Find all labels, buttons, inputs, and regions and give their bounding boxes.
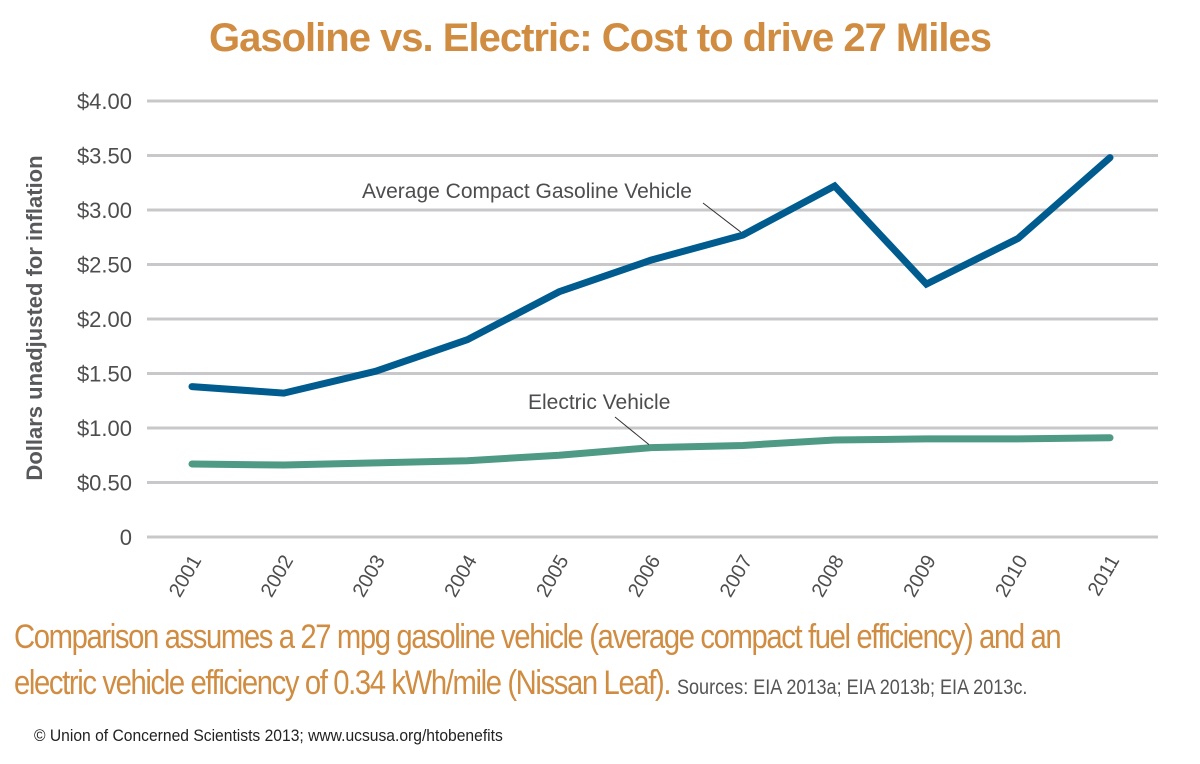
- x-tick-label: 2007: [716, 552, 757, 602]
- gridlines: [147, 99, 1158, 539]
- y-tick-label: $0.50: [77, 471, 132, 496]
- annotations: Average Compact Gasoline Vehicle Electric…: [362, 180, 742, 446]
- footnote-line-2: electric vehicle efficiency of 0.34 kWh/…: [14, 664, 1027, 703]
- x-tick-label: 2001: [165, 552, 206, 602]
- y-tick-label: $2.50: [77, 253, 132, 278]
- y-tick-label: $1.50: [77, 362, 132, 387]
- x-tick-label: 2002: [257, 552, 298, 602]
- footnote-line-1: Comparison assumes a 27 mpg gasoline veh…: [14, 618, 1062, 656]
- x-tick-label: 2006: [624, 552, 665, 602]
- y-tick-label: $4.00: [77, 89, 132, 114]
- x-tick-label: 2008: [808, 552, 849, 602]
- annotation-leader-line: [702, 202, 742, 233]
- x-tick-label: 2010: [991, 552, 1032, 602]
- x-tick-label: 2003: [349, 552, 390, 602]
- footnote-line-2-text: electric vehicle efficiency of 0.34 kWh/…: [14, 664, 671, 702]
- chart-title: Gasoline vs. Electric: Cost to drive 27 …: [209, 16, 992, 60]
- series-lines: [188, 154, 1114, 469]
- x-tick-label: 2009: [899, 552, 940, 602]
- y-axis-label: Dollars unadjusted for inflation: [22, 155, 47, 480]
- y-tick-label: $3.50: [77, 144, 132, 169]
- series-line-electric: [188, 434, 1114, 469]
- y-tick-label: $2.00: [77, 307, 132, 332]
- y-tick-label: 0: [120, 525, 132, 550]
- annotation-leader-line: [614, 416, 650, 446]
- x-tick-labels: 2001 2002 2003 2004 2005 2006 2007 2008 2009 2010…: [165, 552, 1124, 602]
- x-tick-label: 2011: [1084, 552, 1125, 600]
- y-tick-labels: 0 $0.50 $1.00 $1.50 $2.00 $2.50 $3.00 $3.50 $4.0…: [77, 89, 132, 550]
- y-tick-label: $1.00: [77, 416, 132, 441]
- y-tick-label: $3.00: [77, 198, 132, 223]
- x-tick-label: 2004: [440, 552, 481, 602]
- annotation-label: Average Compact Gasoline Vehicle: [362, 180, 692, 203]
- copyright-text: © Union of Concerned Scientists 2013; ww…: [34, 726, 503, 745]
- x-tick-label: 2005: [532, 552, 573, 602]
- annotation-label: Electric Vehicle: [528, 391, 670, 414]
- sources-text: Sources: EIA 2013a; EIA 2013b; EIA 2013c…: [676, 676, 1028, 699]
